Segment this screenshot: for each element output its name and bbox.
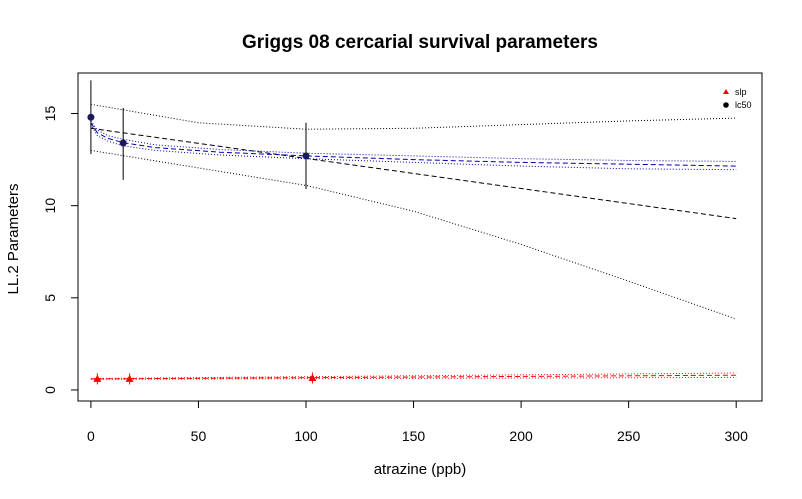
x-tick-label: 250 [617,428,641,444]
y-tick-label: 15 [42,106,58,122]
x-tick-label: 200 [509,428,533,444]
lc50-point [87,113,95,121]
series-line [90,149,737,320]
lc50-point [302,152,310,160]
x-tick-label: 0 [87,428,95,444]
series-curves [90,103,737,380]
legend-label-slp: slp [735,87,747,97]
legend-slp-marker [723,89,729,94]
legend-label-lc50: lc50 [735,100,752,110]
y-tick-label: 0 [42,386,58,394]
lc50-point [119,139,127,147]
y-tick-label: 10 [42,198,58,214]
slp-point [125,374,134,382]
legend: slp lc50 [723,87,752,110]
y-tick-label: 5 [42,294,58,302]
chart-title: Griggs 08 cercarial survival parameters [242,32,598,53]
series-line [90,124,737,171]
x-tick-label: 300 [725,428,749,444]
series-line [90,372,737,379]
x-tick-label: 100 [294,428,318,444]
series-line [90,376,737,380]
x-tick-label: 50 [191,428,207,444]
x-axis: 0 50 100 150 200 250 300 [87,400,749,444]
y-axis-label: LL.2 Parameters [5,184,22,295]
y-axis: 0 5 10 15 [42,106,79,394]
x-axis-label: atrazine (ppb) [374,461,467,478]
slp-point [308,373,317,381]
x-tick-label: 150 [402,428,426,444]
plot-frame [77,72,763,402]
series-line [90,374,737,380]
series-line [90,103,737,130]
slp-point [93,374,102,382]
data-points [87,113,317,382]
error-bars [90,80,313,385]
legend-lc50-marker [723,102,729,108]
series-line [90,127,737,220]
series-line [90,122,737,167]
series-line [90,120,737,162]
